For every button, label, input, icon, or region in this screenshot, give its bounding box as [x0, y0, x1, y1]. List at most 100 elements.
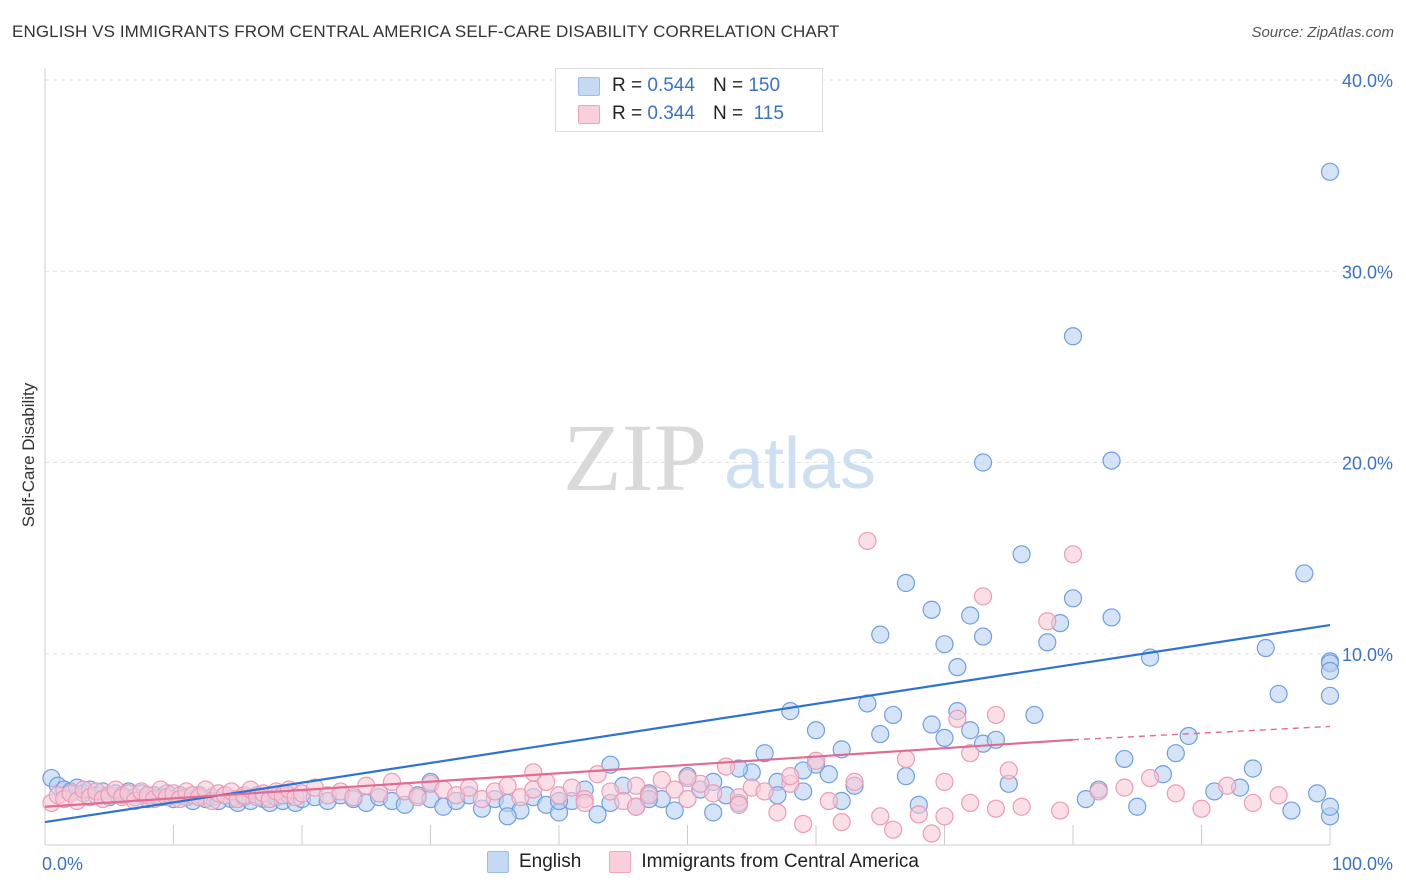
series-swatch-central-america — [609, 851, 632, 873]
data-point — [562, 778, 581, 797]
legend-r-label: R = — [612, 103, 643, 124]
data-point — [871, 807, 890, 826]
data-point — [871, 625, 890, 644]
data-point — [961, 721, 980, 740]
data-point — [986, 799, 1006, 818]
data-point — [961, 793, 980, 813]
data-point — [1012, 545, 1031, 564]
y-axis-label: Self-Care Disability — [19, 382, 38, 527]
data-point — [588, 805, 607, 824]
data-point — [1179, 726, 1198, 746]
data-point — [973, 587, 993, 606]
data-point — [806, 721, 826, 740]
data-point — [704, 784, 723, 803]
series-legend-central-america[interactable]: Immigrants from Central America — [609, 851, 919, 873]
legend-r-label: R = — [612, 75, 643, 96]
data-point — [498, 807, 517, 826]
legend-swatch-english — [578, 76, 600, 96]
x-tick-label: 0.0% — [42, 854, 83, 874]
correlation-legend: R = 0.544 N = 150 R = 0.344 N = 115 — [555, 68, 823, 132]
data-point — [948, 709, 967, 728]
data-point — [832, 812, 851, 832]
data-point — [1320, 162, 1340, 181]
legend-r-value: 0.544 — [647, 75, 695, 96]
data-point — [1038, 612, 1057, 631]
chart-title: ENGLISH VS IMMIGRANTS FROM CENTRAL AMERI… — [12, 22, 840, 41]
watermark-zip: ZIP — [563, 404, 707, 511]
watermark: ZIP atlas — [563, 404, 876, 511]
data-point — [935, 635, 954, 654]
data-point — [729, 795, 749, 814]
data-point — [1320, 661, 1340, 681]
data-point — [1320, 686, 1340, 705]
data-point — [1282, 801, 1301, 820]
data-point — [1089, 782, 1108, 801]
data-point — [819, 765, 838, 784]
data-point — [845, 772, 864, 791]
series-legend: English Immigrants from Central America — [0, 851, 1406, 873]
data-point — [755, 782, 774, 801]
data-point — [781, 702, 800, 721]
data-point — [665, 780, 684, 799]
data-point — [1192, 799, 1211, 818]
data-point — [896, 749, 916, 769]
data-point — [935, 772, 954, 791]
trend-lines — [44, 623, 1331, 824]
data-point — [1115, 749, 1134, 769]
data-point — [626, 776, 646, 795]
data-point — [408, 788, 427, 807]
legend-r-value: 0.344 — [647, 103, 695, 124]
data-point — [344, 788, 363, 807]
data-point — [896, 573, 916, 593]
watermark-atlas: atlas — [724, 424, 876, 504]
legend-n-label: N = — [712, 75, 744, 96]
data-point — [704, 803, 723, 822]
trend-line — [44, 738, 1074, 808]
series-swatch-english — [486, 851, 509, 873]
legend-n-value: 150 — [748, 75, 781, 96]
data-point — [909, 805, 928, 824]
y-tick-label: 20.0% — [1342, 454, 1393, 474]
data-point — [755, 744, 774, 763]
data-point — [986, 705, 1006, 725]
data-point — [1115, 778, 1134, 797]
data-point — [1063, 327, 1083, 346]
x-tick-label: 100.0% — [1332, 854, 1393, 874]
series-legend-english[interactable]: English — [486, 851, 581, 873]
data-point — [961, 606, 980, 625]
data-point — [1012, 797, 1031, 816]
legend-n-value: 115 — [753, 103, 784, 124]
y-tick-label: 40.0% — [1342, 71, 1393, 91]
data-point — [1320, 797, 1340, 816]
data-point — [781, 767, 800, 786]
data-point — [652, 770, 671, 790]
data-point — [678, 768, 697, 788]
source-label: Source: ZipAtlas.com — [1251, 24, 1394, 41]
data-point — [1102, 451, 1121, 470]
data-point — [948, 658, 967, 677]
gridlines — [45, 79, 1365, 655]
data-point — [524, 763, 543, 782]
data-point — [575, 793, 594, 813]
data-point — [601, 782, 620, 801]
data-point — [1166, 784, 1185, 803]
data-point — [1295, 564, 1314, 583]
legend-row-central-america: R = 0.344 N = 115 — [578, 101, 784, 127]
data-point — [1243, 759, 1263, 778]
data-point — [973, 627, 993, 646]
data-point — [922, 600, 941, 619]
legend-row-english: R = 0.544 N = 150 — [578, 73, 780, 99]
data-point — [1102, 608, 1121, 627]
data-point — [1218, 776, 1237, 795]
series-central-america — [42, 531, 1288, 843]
data-point — [1166, 744, 1185, 763]
data-point — [973, 453, 993, 472]
data-point — [639, 786, 659, 805]
tick-labels: 10.0% 20.0% 30.0% 40.0% 0.0% 100.0% — [42, 71, 1393, 874]
data-point — [1051, 801, 1070, 820]
data-point — [1063, 545, 1083, 564]
trend-line-extension — [1072, 725, 1331, 741]
data-point — [678, 789, 697, 809]
data-point — [382, 772, 402, 791]
